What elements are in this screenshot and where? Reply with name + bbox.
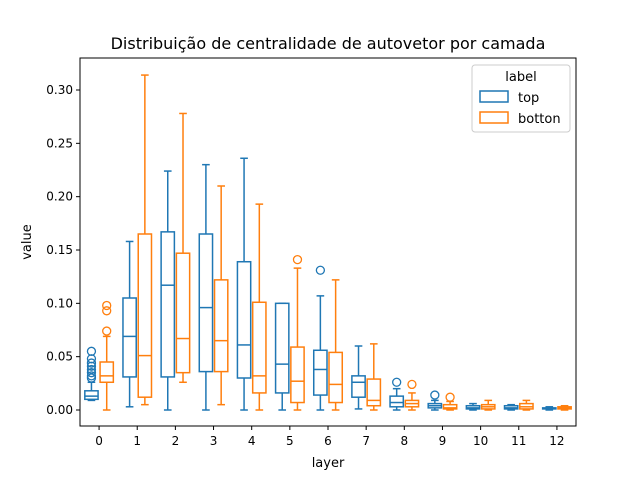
box-botton-layer-7 — [366, 343, 382, 411]
y-axis-label: value — [20, 224, 35, 260]
box-top-layer-7 — [351, 345, 366, 410]
box-top-layer-4 — [236, 157, 252, 411]
y-tick-label: 0.05 — [46, 350, 73, 364]
outlier-point — [86, 346, 97, 356]
box-body — [312, 349, 328, 396]
legend: label top botton — [471, 64, 571, 133]
outlier-point — [430, 390, 440, 400]
box-top-layer-11 — [503, 403, 519, 411]
box-botton-layer-10 — [480, 399, 496, 411]
outlier-point — [86, 368, 97, 378]
y-tick-label: 0.00 — [46, 403, 73, 417]
box-body — [251, 301, 267, 394]
y-tick-label: 0.15 — [46, 243, 73, 257]
x-tick-label: 8 — [400, 434, 408, 448]
box-botton-layer-5 — [290, 254, 305, 411]
x-tick-label: 7 — [362, 434, 370, 448]
box-botton-layer-12 — [557, 404, 572, 411]
legend-entry-top: top — [518, 91, 539, 106]
y-tick-label: 0.30 — [46, 83, 73, 97]
box-body — [328, 351, 344, 404]
x-tick-label: 9 — [439, 434, 447, 448]
y-tick-label: 0.25 — [46, 136, 73, 150]
box-botton-layer-11 — [519, 399, 534, 411]
box-body — [198, 233, 214, 373]
legend-frame — [471, 64, 571, 133]
box-top-layer-12 — [541, 406, 557, 411]
x-axis: 0 1 2 3 4 5 6 7 8 9 10 11 12 — [95, 426, 565, 448]
box-botton-layer-8 — [404, 379, 420, 411]
outlier-point — [102, 306, 112, 316]
x-tick-label: 12 — [549, 434, 564, 448]
outlier-point — [86, 371, 97, 381]
y-tick-label: 0.20 — [46, 190, 73, 204]
box-botton-layer-1 — [137, 74, 153, 406]
outlier-point — [445, 392, 455, 402]
box-body — [160, 231, 176, 378]
box-body — [351, 375, 366, 398]
outlier-point — [86, 364, 97, 375]
box-body — [175, 252, 191, 374]
box-top-layer-1 — [122, 240, 137, 408]
box-body — [137, 233, 153, 398]
outlier-point — [407, 379, 417, 390]
outlier-point — [315, 265, 326, 275]
box-top-layer-2 — [160, 170, 176, 411]
x-tick-label: 10 — [473, 434, 488, 448]
x-tick-label: 6 — [324, 434, 332, 448]
box-botton-layer-2 — [175, 112, 191, 384]
box-body — [274, 302, 290, 394]
box-top-layer-6 — [312, 265, 328, 411]
legend-swatch-botton — [479, 111, 509, 124]
box-botton-layer-6 — [328, 279, 344, 411]
box-top-layer-8 — [389, 377, 405, 411]
x-tick-label: 2 — [172, 434, 180, 448]
chart-title: Distribuição de centralidade de autoveto… — [111, 34, 546, 53]
x-tick-label: 0 — [95, 434, 103, 448]
legend-swatch-top — [479, 90, 509, 103]
outlier-point — [86, 358, 97, 368]
x-tick-label: 3 — [210, 434, 218, 448]
box-botton-layer-0 — [99, 300, 115, 411]
box-botton-layer-4 — [251, 203, 267, 411]
x-axis-label: layer — [312, 456, 345, 471]
outlier-point — [392, 377, 402, 387]
x-tick-label: 1 — [133, 434, 141, 448]
box-botton-layer-9 — [442, 392, 458, 411]
x-tick-label: 11 — [511, 434, 526, 448]
box-botton-layer-3 — [213, 185, 229, 406]
box-top-layer-3 — [198, 163, 214, 411]
box-body — [122, 297, 137, 378]
box-top-layer-9 — [427, 390, 443, 411]
outlier-point — [292, 254, 303, 265]
x-tick-label: 4 — [248, 434, 256, 448]
legend-title: label — [505, 70, 536, 85]
box-top-layer-0 — [84, 346, 99, 402]
legend-entry-botton: botton — [518, 112, 561, 127]
outlier-point — [102, 326, 112, 336]
box-body — [213, 279, 229, 373]
box-body — [442, 403, 458, 410]
y-axis: 0.00 0.05 0.10 0.15 0.20 0.25 0.30 — [46, 83, 80, 417]
box-body — [366, 378, 382, 407]
y-tick-label: 0.10 — [46, 296, 73, 310]
box-body — [389, 395, 405, 408]
box-body — [84, 390, 99, 401]
box-top-layer-10 — [465, 402, 481, 411]
box-top-layer-5 — [274, 302, 290, 411]
x-tick-label: 5 — [286, 434, 294, 448]
outlier-point — [102, 300, 112, 311]
box-body — [236, 260, 252, 379]
box-body — [99, 361, 115, 384]
box-body — [290, 346, 305, 404]
